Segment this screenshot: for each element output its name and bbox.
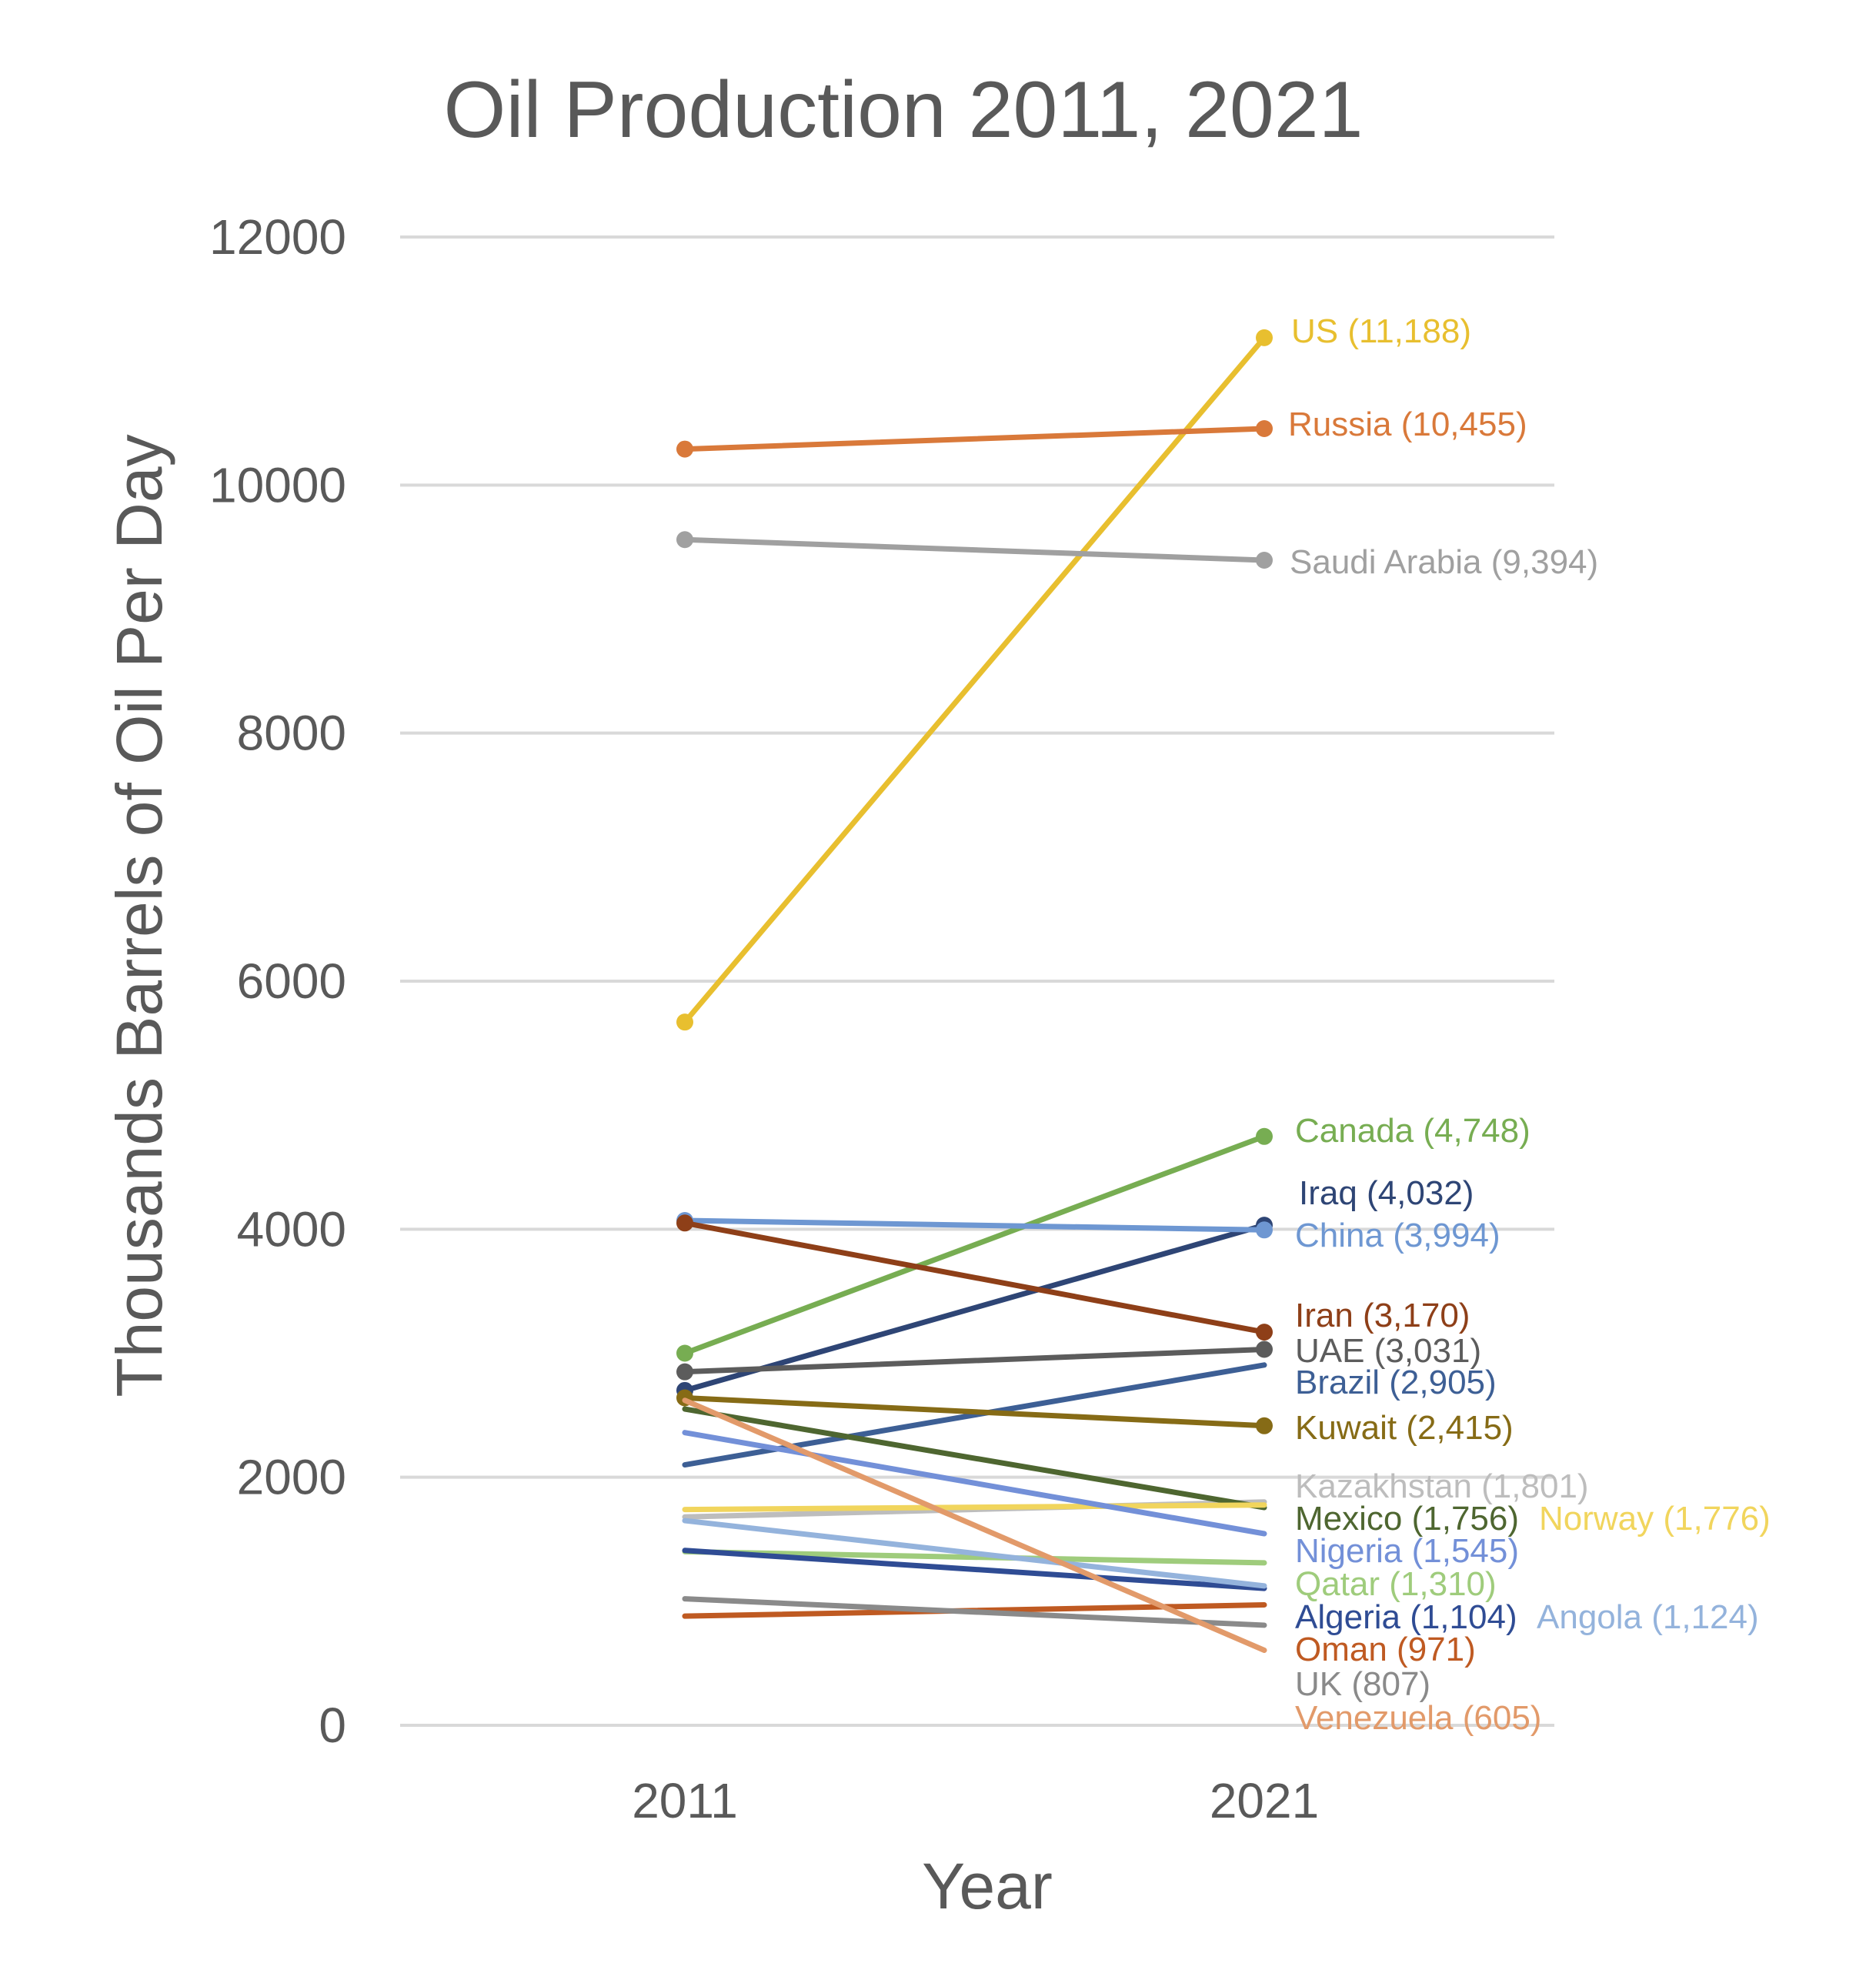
x-axis-ticks: 2011 2021 [632, 1773, 1319, 1828]
chart-title: Oil Production 2011, 2021 [444, 65, 1364, 155]
data-label-oman: Oman (971) [1295, 1631, 1476, 1668]
data-label-norway: Norway (1,776) [1539, 1500, 1771, 1538]
data-point-saudi-arabia-2021 [1256, 552, 1273, 569]
data-label-us: US (11,188) [1291, 312, 1471, 350]
data-label-kazakhstan: Kazakhstan (1,801) [1295, 1467, 1589, 1505]
data-label-canada: Canada (4,748) [1295, 1112, 1531, 1150]
y-axis-ticks: 0 2000 4000 6000 8000 10000 12000 [209, 209, 346, 1753]
series-line-iran [682, 1220, 1267, 1335]
series-line-iraq [682, 1222, 1267, 1394]
x-tick-label: 2021 [1210, 1773, 1319, 1828]
data-point-uae-2011 [676, 1363, 693, 1381]
data-label-mexico: Mexico (1,756) [1295, 1500, 1519, 1538]
series-line-angola [682, 1518, 1267, 1589]
data-point-uae-2021 [1256, 1341, 1273, 1358]
y-tick-label: 8000 [237, 706, 346, 761]
data-label-algeria: Algeria (1,104) [1295, 1598, 1517, 1636]
data-label-brazil: Brazil (2,905) [1295, 1364, 1497, 1401]
data-label-qatar: Qatar (1,310) [1295, 1565, 1497, 1603]
y-axis-label: Thousands Barrels of Oil Per Day [103, 434, 175, 1397]
data-point-iran-2011 [676, 1214, 693, 1232]
data-point-china-2021 [1256, 1221, 1273, 1239]
y-tick-label: 4000 [237, 1201, 346, 1257]
data-point-saudi-arabia-2011 [676, 531, 693, 549]
series-labels: US (11,188) Russia (10,455) Saudi Arabia (… [1288, 312, 1771, 1737]
data-label-iran: Iran (3,170) [1295, 1297, 1470, 1334]
series-line-qatar [682, 1548, 1267, 1566]
data-label-russia: Russia (10,455) [1288, 406, 1527, 443]
series-line-russia [682, 426, 1267, 452]
gridlines [400, 235, 1554, 1727]
data-label-uae: UAE (3,031) [1295, 1332, 1481, 1370]
y-tick-label: 10000 [209, 457, 346, 513]
data-point-russia-2011 [676, 440, 693, 458]
data-label-venezuela: Venezuela (605) [1295, 1699, 1541, 1737]
data-label-angola: Angola (1,124) [1537, 1598, 1759, 1636]
data-label-uk: UK (807) [1295, 1665, 1430, 1703]
data-point-us-2021 [1256, 329, 1273, 346]
series-line-china [682, 1217, 1267, 1233]
x-axis-label: Year [922, 1850, 1053, 1922]
data-label-kuwait: Kuwait (2,415) [1295, 1409, 1514, 1447]
series-line-us [682, 335, 1267, 1025]
data-point-kuwait-2021 [1256, 1417, 1273, 1434]
series-line-canada [682, 1134, 1267, 1356]
data-point-iran-2021 [1256, 1324, 1273, 1341]
y-tick-label: 2000 [237, 1450, 346, 1505]
data-point-us-2011 [676, 1013, 693, 1031]
y-tick-label: 12000 [209, 209, 346, 265]
series-line-uae [682, 1347, 1267, 1375]
x-tick-label: 2011 [632, 1773, 738, 1828]
data-label-nigeria: Nigeria (1,545) [1295, 1532, 1519, 1570]
series-line-venezuela [682, 1397, 1267, 1653]
series-line-mexico [682, 1406, 1267, 1511]
y-tick-label: 6000 [237, 953, 346, 1009]
data-label-iraq: Iraq (4,032) [1299, 1174, 1474, 1212]
data-point-canada-2021 [1256, 1127, 1273, 1145]
data-point-canada-2011 [676, 1344, 693, 1362]
series-line-nigeria [682, 1430, 1267, 1537]
series-line-algeria [682, 1548, 1267, 1591]
data-label-china: China (3,994) [1295, 1217, 1500, 1254]
data-label-saudi-arabia: Saudi Arabia (9,394) [1290, 543, 1598, 581]
series-line-norway [682, 1502, 1267, 1513]
series-line-kuwait [682, 1395, 1267, 1429]
series-line-saudi-arabia [682, 536, 1267, 563]
data-point-russia-2021 [1256, 420, 1273, 438]
y-tick-label: 0 [319, 1698, 346, 1753]
series-line-uk [682, 1596, 1267, 1628]
series-lines [676, 329, 1273, 1653]
